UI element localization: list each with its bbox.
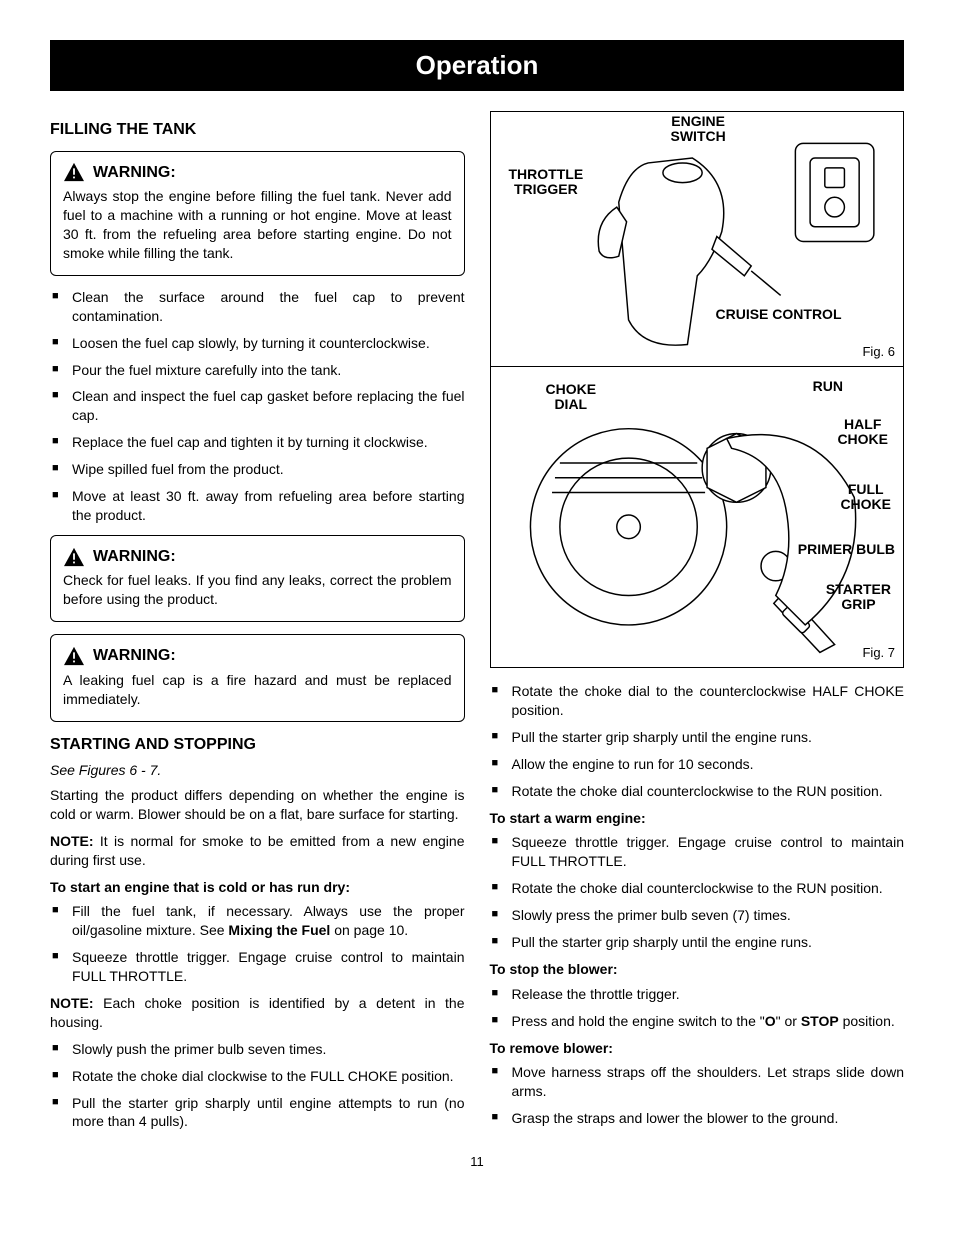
stop-head: To stop the blower: [490, 960, 905, 979]
content-columns: FILLING THE TANK WARNING: Always stop th… [50, 111, 904, 1139]
list-item: Move harness straps off the shoulders. L… [490, 1063, 905, 1101]
label-primer-bulb: PRIMER BULB [798, 542, 895, 557]
warning-body-2: Check for fuel leaks. If you find any le… [63, 571, 452, 609]
list-item: Press and hold the engine switch to the … [490, 1012, 905, 1031]
stop-text-c: position. [839, 1013, 895, 1029]
warning-body-3: A leaking fuel cap is a fire hazard and … [63, 671, 452, 709]
stop-text-a: Press and hold the engine switch to the … [512, 1013, 765, 1029]
note-body: Each choke position is identified by a d… [50, 995, 465, 1030]
warning-icon [63, 646, 85, 666]
list-item: Fill the fuel tank, if necessary. Always… [50, 902, 465, 940]
warm-head: To start a warm engine: [490, 809, 905, 828]
label-choke-dial: CHOKEDIAL [546, 382, 597, 413]
list-item: Rotate the choke dial counterclockwise t… [490, 879, 905, 898]
list-item: Pull the starter grip sharply until the … [490, 933, 905, 952]
figure-6: ENGINESWITCH THROTTLETRIGGER CRUISE CONT… [491, 112, 904, 367]
list-item: Replace the fuel cap and tighten it by t… [50, 433, 465, 452]
list-item: Wipe spilled fuel from the product. [50, 460, 465, 479]
figure-7: CHOKEDIAL RUN HALFCHOKE FULLCHOKE PRIMER… [491, 367, 904, 667]
list-item: Move at least 30 ft. away from refueling… [50, 487, 465, 525]
warning-head-1: WARNING: [63, 162, 452, 184]
list-item: Loosen the fuel cap slowly, by turning i… [50, 334, 465, 353]
warning-head-3: WARNING: [63, 645, 452, 667]
list-item: Grasp the straps and lower the blower to… [490, 1109, 905, 1128]
label-half-choke: HALFCHOKE [837, 417, 888, 448]
list-item: Allow the engine to run for 10 seconds. [490, 755, 905, 774]
list-item: Pull the starter grip sharply until engi… [50, 1094, 465, 1132]
label-throttle-trigger: THROTTLETRIGGER [509, 167, 584, 198]
note-label: NOTE: [50, 833, 94, 849]
label-cruise-control: CRUISE CONTROL [716, 307, 842, 322]
stop-bullets: Release the throttle trigger. Press and … [490, 985, 905, 1031]
warning-box-1: WARNING: Always stop the engine before f… [50, 151, 465, 276]
label-run: RUN [813, 379, 843, 394]
note-1: NOTE: It is normal for smoke to be emitt… [50, 832, 465, 870]
fig7-diagram [501, 377, 894, 657]
list-item: Clean the surface around the fuel cap to… [50, 288, 465, 326]
list-item: Squeeze throttle trigger. Engage cruise … [50, 948, 465, 986]
list-item: Pour the fuel mixture carefully into the… [50, 361, 465, 380]
warning-icon [63, 547, 85, 567]
list-item: Release the throttle trigger. [490, 985, 905, 1004]
section-filling-tank: FILLING THE TANK [50, 119, 465, 141]
note-label: NOTE: [50, 995, 94, 1011]
list-item: Squeeze throttle trigger. Engage cruise … [490, 833, 905, 871]
page-number: 11 [50, 1153, 904, 1171]
cold-start-head: To start an engine that is cold or has r… [50, 878, 465, 897]
mixing-tail: on page 10. [330, 922, 408, 938]
list-item: Pull the starter grip sharply until the … [490, 728, 905, 747]
note-body: It is normal for smoke to be emitted fro… [50, 833, 465, 868]
section-start-stop: STARTING AND STOPPING [50, 734, 465, 756]
warning-body-1: Always stop the engine before filling th… [63, 187, 452, 263]
remove-head: To remove blower: [490, 1039, 905, 1058]
start-intro: Starting the product differs depending o… [50, 786, 465, 824]
cold-bullets-b: Slowly push the primer bulb seven times.… [50, 1040, 465, 1132]
fig7-caption: Fig. 7 [862, 644, 895, 662]
warning-label-3: WARNING: [93, 645, 176, 667]
list-item: Rotate the choke dial to the countercloc… [490, 682, 905, 720]
list-item: Slowly push the primer bulb seven times. [50, 1040, 465, 1059]
stop-stop: STOP [801, 1013, 839, 1029]
list-item: Rotate the choke dial clockwise to the F… [50, 1067, 465, 1086]
figure-reference: See Figures 6 - 7. [50, 761, 465, 780]
stop-o: O [765, 1013, 776, 1029]
figures-box: ENGINESWITCH THROTTLETRIGGER CRUISE CONT… [490, 111, 905, 668]
label-full-choke: FULLCHOKE [840, 482, 891, 513]
warning-box-2: WARNING: Check for fuel leaks. If you fi… [50, 535, 465, 622]
warning-label-1: WARNING: [93, 162, 176, 184]
list-item: Slowly press the primer bulb seven (7) t… [490, 906, 905, 925]
stop-text-b: " or [776, 1013, 801, 1029]
label-starter-grip: STARTERGRIP [826, 582, 891, 613]
note-2: NOTE: Each choke position is identified … [50, 994, 465, 1032]
right-column: ENGINESWITCH THROTTLETRIGGER CRUISE CONT… [490, 111, 905, 1139]
header-banner: Operation [50, 40, 904, 91]
list-item: Clean and inspect the fuel cap gasket be… [50, 387, 465, 425]
warning-head-2: WARNING: [63, 546, 452, 568]
fig6-caption: Fig. 6 [862, 343, 895, 361]
left-column: FILLING THE TANK WARNING: Always stop th… [50, 111, 465, 1139]
warning-box-3: WARNING: A leaking fuel cap is a fire ha… [50, 634, 465, 721]
cont-bullets: Rotate the choke dial to the countercloc… [490, 682, 905, 800]
warning-label-2: WARNING: [93, 546, 176, 568]
remove-bullets: Move harness straps off the shoulders. L… [490, 1063, 905, 1128]
warning-icon [63, 162, 85, 182]
warm-bullets: Squeeze throttle trigger. Engage cruise … [490, 833, 905, 951]
list-item: Rotate the choke dial counterclockwise t… [490, 782, 905, 801]
fill-bullets: Clean the surface around the fuel cap to… [50, 288, 465, 525]
mixing-ref: Mixing the Fuel [228, 922, 330, 938]
label-engine-switch: ENGINESWITCH [671, 114, 726, 145]
cold-bullets-a: Fill the fuel tank, if necessary. Always… [50, 902, 465, 986]
